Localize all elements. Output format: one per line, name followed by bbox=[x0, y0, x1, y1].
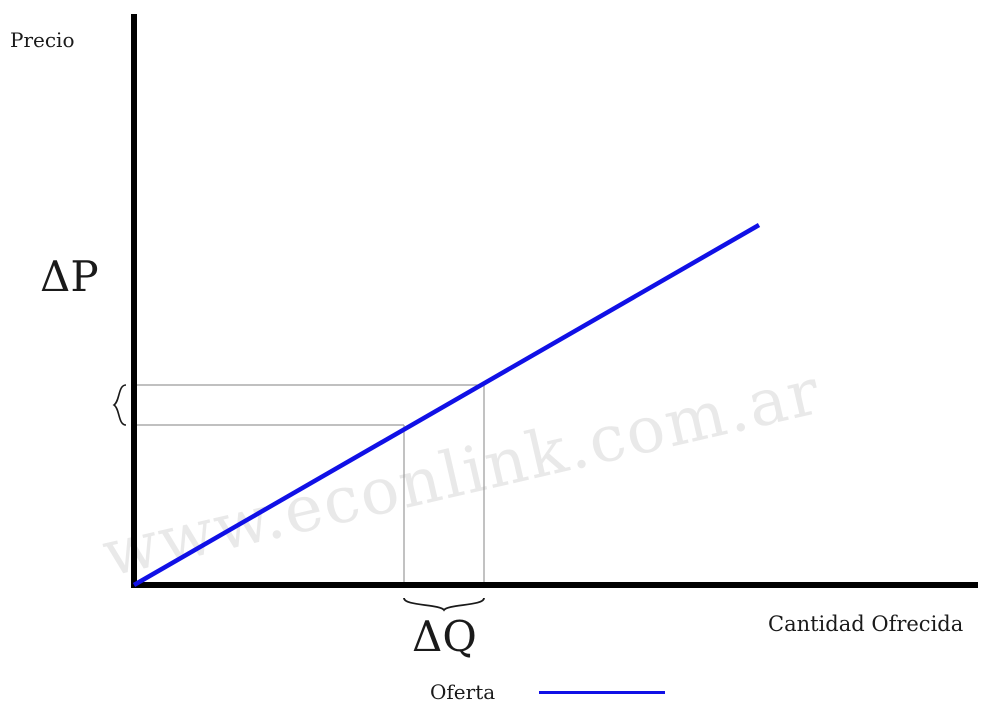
x-axis-label: Cantidad Ofrecida bbox=[768, 612, 964, 636]
delta-price-brace bbox=[112, 384, 127, 426]
delta-price-label: ΔP bbox=[40, 252, 99, 301]
legend: Oferta bbox=[430, 680, 666, 704]
supply-line bbox=[132, 223, 761, 587]
legend-swatch bbox=[539, 690, 666, 694]
delta-quantity-brace bbox=[403, 597, 485, 612]
legend-label: Oferta bbox=[430, 680, 496, 704]
delta-quantity-label: ΔQ bbox=[412, 612, 477, 661]
y-axis-label: Precio bbox=[10, 28, 75, 52]
